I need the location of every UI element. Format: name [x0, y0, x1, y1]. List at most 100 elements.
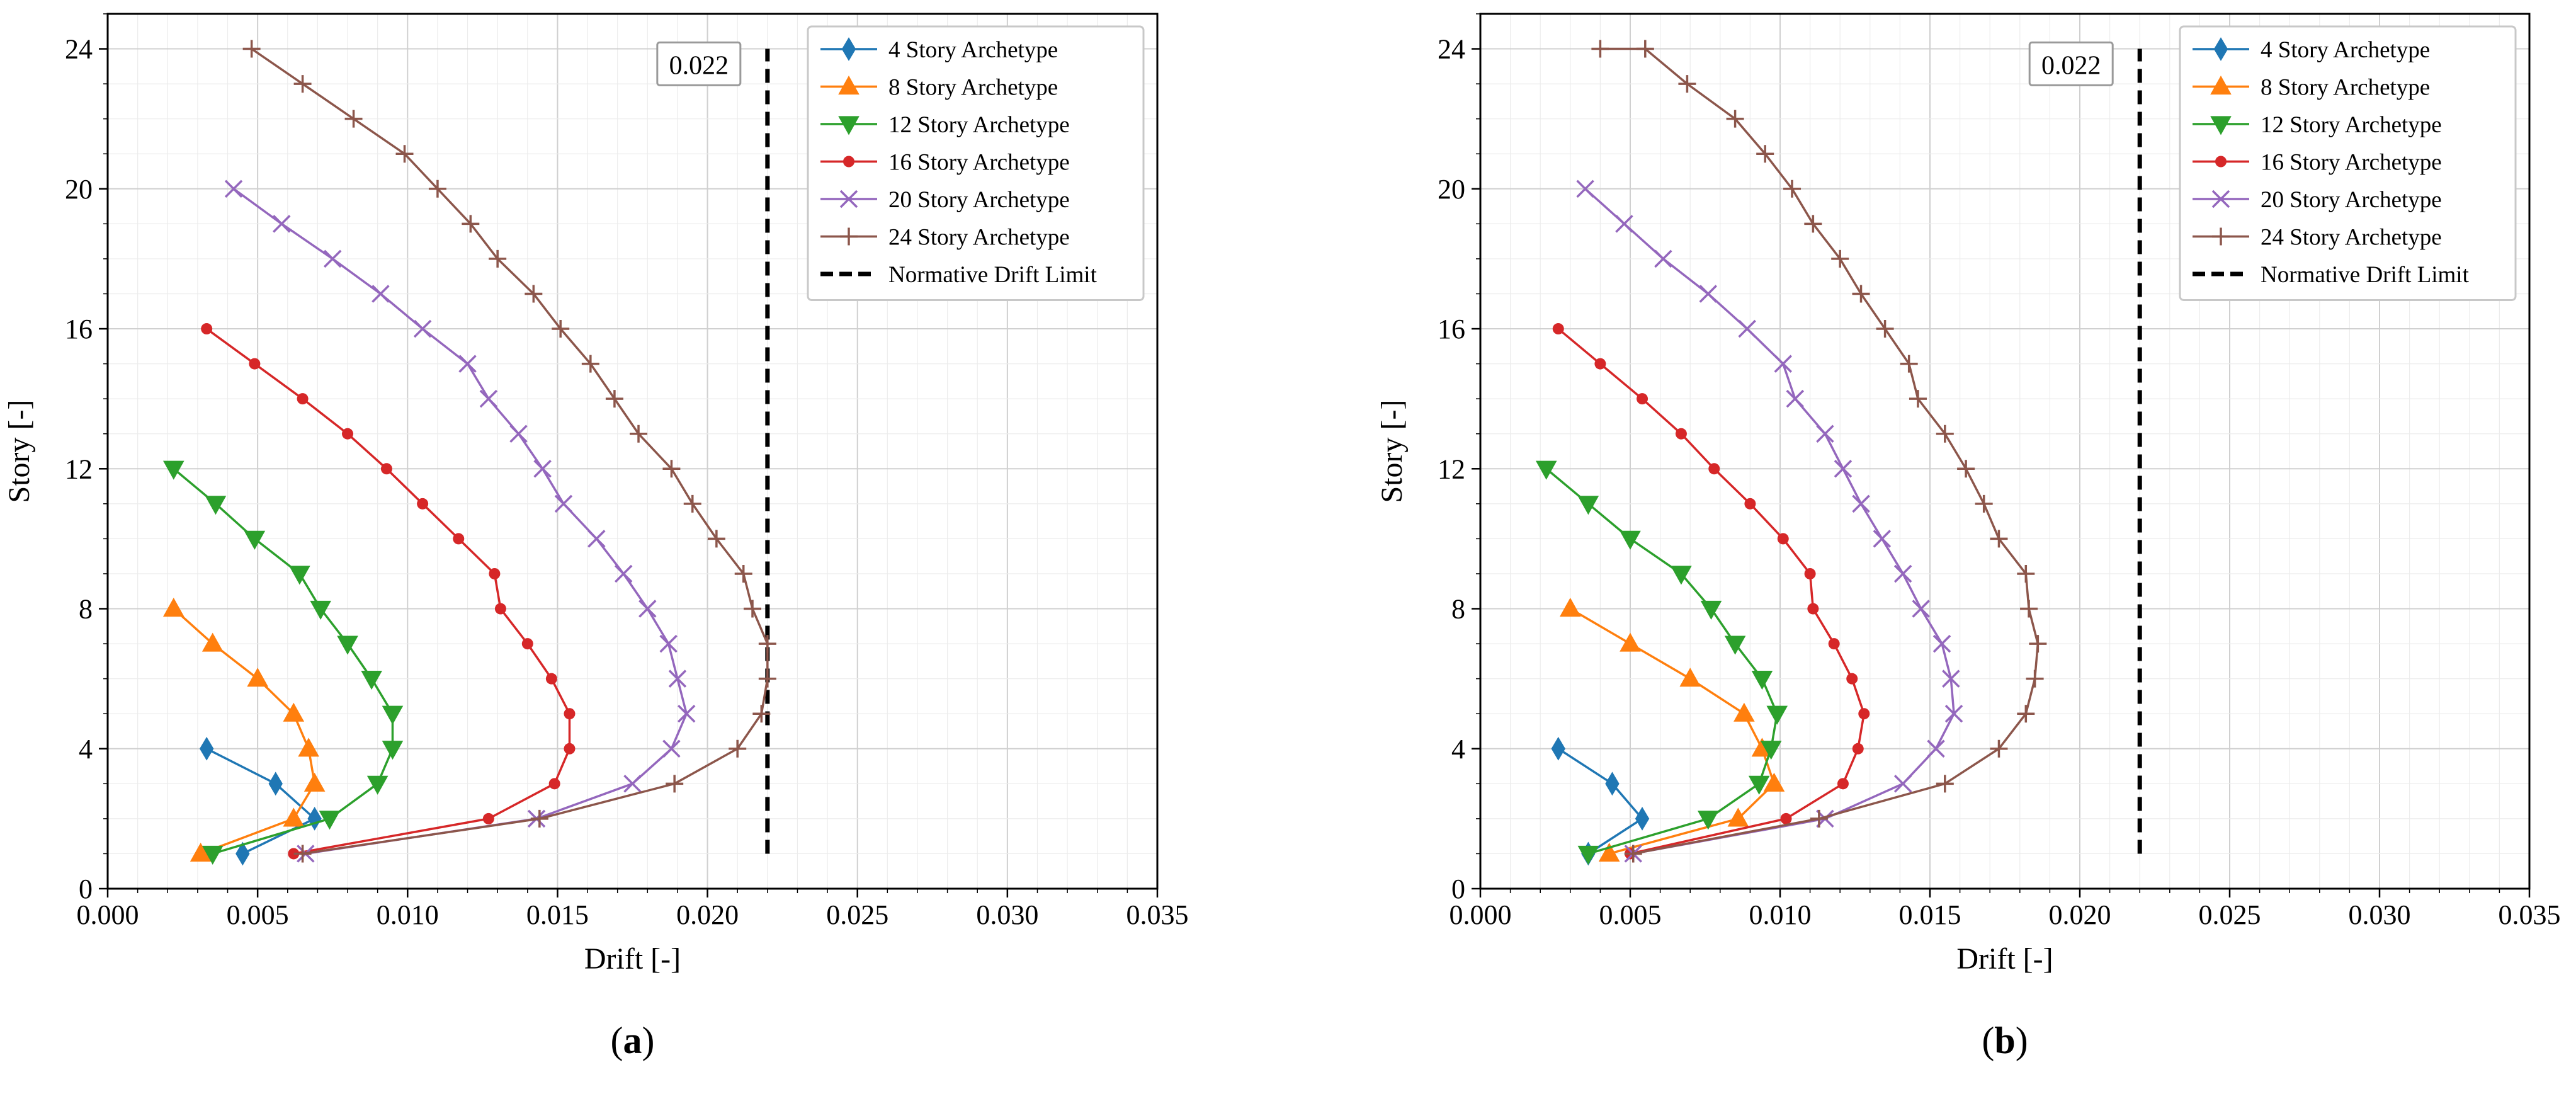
y-axis-label: Story [-]	[3, 400, 36, 503]
legend: 4 Story Archetype 8 Story Archetype 12 Sto…	[2179, 25, 2517, 301]
data-point	[552, 320, 570, 338]
data-point	[1807, 603, 1819, 615]
y-tick-label: 4	[1451, 734, 1465, 765]
data-point	[2017, 564, 2035, 583]
legend-label: 20 Story Archetype	[2261, 187, 2442, 213]
data-point	[1598, 842, 1620, 862]
x-tick-label: 0.010	[377, 899, 439, 930]
data-point	[1708, 463, 1720, 475]
legend-item: 24 Story Archetype	[2193, 225, 2442, 251]
data-point	[453, 533, 465, 545]
data-point	[235, 841, 250, 866]
data-point	[1620, 632, 1641, 652]
series-line	[251, 48, 769, 855]
y-tick-label: 4	[79, 734, 93, 765]
data-point	[509, 424, 528, 443]
data-point	[428, 179, 446, 198]
series-16-story	[201, 323, 576, 860]
y-tick-label: 16	[65, 314, 93, 345]
data-point	[1727, 807, 1749, 827]
data-point	[605, 390, 623, 408]
data-point	[1635, 806, 1650, 831]
data-point	[1733, 702, 1755, 722]
x-tick-label: 0.000	[77, 899, 139, 930]
data-point	[1912, 600, 1930, 618]
legend-label: 12 Story Archetype	[2261, 112, 2442, 138]
legend-item: 16 Story Archetype	[820, 150, 1070, 176]
data-point	[1724, 635, 1746, 655]
legend-label: 4 Story Archetype	[888, 37, 1058, 63]
x-axis-label: Drift [-]	[1956, 942, 2053, 976]
data-point	[1846, 673, 1858, 685]
data-point	[1678, 75, 1696, 93]
data-point	[283, 807, 305, 827]
legend-label: 24 Story Archetype	[888, 225, 1070, 251]
data-point	[1777, 533, 1789, 545]
data-point	[1828, 638, 1840, 650]
caption-letter: a	[623, 1020, 642, 1061]
data-point	[1577, 845, 1599, 865]
legend-label: 20 Story Archetype	[888, 187, 1070, 213]
data-point	[734, 564, 752, 583]
data-point	[758, 635, 776, 653]
legend-label: 16 Story Archetype	[888, 150, 1070, 176]
data-point	[1697, 811, 1719, 830]
data-point	[623, 775, 642, 793]
data-point	[614, 564, 633, 583]
data-point	[289, 566, 310, 585]
data-point	[1577, 496, 1599, 515]
data-point	[244, 530, 266, 550]
data-point	[1551, 736, 1565, 761]
data-point	[1936, 424, 1954, 443]
annotation-box	[656, 41, 742, 86]
data-point	[707, 530, 725, 548]
data-point	[533, 460, 552, 478]
data-point	[201, 632, 224, 652]
legend-swatch-marker	[2211, 190, 2230, 208]
series-line	[206, 748, 316, 855]
x-tick-label: 0.030	[2349, 899, 2411, 930]
data-point	[1927, 739, 1945, 758]
data-point	[548, 778, 560, 790]
data-point	[288, 848, 300, 860]
data-point	[564, 743, 576, 755]
data-point	[304, 772, 326, 792]
data-point	[1990, 739, 2008, 758]
legend-label: 24 Story Archetype	[2261, 225, 2442, 251]
x-tick-label: 0.035	[2499, 899, 2561, 930]
panel-b: 0.000 0.005 0.010 0.015 0.020 0.025 0.030 0.035…	[1375, 13, 2561, 1061]
x-tick-label: 0.005	[227, 899, 289, 930]
data-point	[1748, 775, 1770, 795]
data-point	[1783, 179, 1801, 198]
data-point	[1909, 390, 1927, 408]
data-point	[1637, 393, 1648, 405]
series-12-story	[1535, 460, 1788, 865]
data-point	[1873, 530, 1892, 548]
data-point	[1900, 355, 1918, 373]
x-tick-label: 0.015	[526, 899, 589, 930]
caption-paren-open: (	[1982, 1020, 1994, 1061]
data-point	[361, 671, 382, 690]
y-tick-label: 12	[65, 453, 93, 484]
data-point	[1615, 215, 1633, 233]
data-point	[530, 809, 548, 828]
legend-item: 4 Story Archetype	[2193, 37, 2430, 63]
data-point	[1944, 704, 1963, 723]
legend-swatch-marker	[838, 116, 860, 135]
x-tick-label: 0.025	[826, 899, 888, 930]
x-tick-label: 0.035	[1126, 899, 1189, 930]
series-8-story	[162, 598, 326, 862]
grid	[1480, 13, 2530, 889]
data-point	[2020, 600, 2038, 618]
data-point	[1831, 249, 1849, 268]
annotation-text: 0.022	[2041, 51, 2101, 80]
legend-item: Normative Drift Limit	[820, 262, 1098, 288]
data-point	[1942, 669, 1960, 688]
plot-frame	[106, 13, 1159, 890]
data-point	[201, 845, 224, 865]
data-point	[297, 393, 309, 405]
caption-letter: b	[1994, 1020, 2015, 1061]
y-tick-label: 0	[1451, 874, 1465, 904]
data-point	[162, 598, 184, 617]
data-point	[521, 638, 533, 650]
